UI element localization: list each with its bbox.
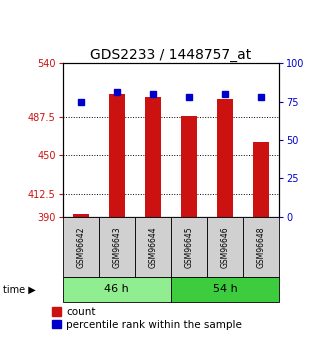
Text: GSM96645: GSM96645	[185, 226, 194, 268]
Bar	[253, 142, 269, 217]
Text: time ▶: time ▶	[3, 285, 36, 294]
FancyBboxPatch shape	[171, 277, 279, 302]
Bar	[145, 97, 161, 217]
Text: GSM96644: GSM96644	[148, 226, 157, 268]
Text: GSM96643: GSM96643	[112, 226, 121, 268]
FancyBboxPatch shape	[135, 217, 171, 277]
Title: GDS2233 / 1448757_at: GDS2233 / 1448757_at	[90, 48, 252, 62]
Text: GSM96642: GSM96642	[76, 226, 85, 268]
Text: GSM96648: GSM96648	[257, 226, 266, 268]
Text: 46 h: 46 h	[104, 285, 129, 294]
FancyBboxPatch shape	[207, 217, 243, 277]
FancyBboxPatch shape	[63, 217, 99, 277]
Legend: count, percentile rank within the sample: count, percentile rank within the sample	[52, 307, 242, 330]
FancyBboxPatch shape	[99, 217, 135, 277]
FancyBboxPatch shape	[243, 217, 279, 277]
Text: 54 h: 54 h	[213, 285, 238, 294]
Bar	[181, 116, 197, 217]
Bar	[108, 94, 125, 217]
Bar	[73, 214, 89, 217]
FancyBboxPatch shape	[63, 277, 171, 302]
FancyBboxPatch shape	[171, 217, 207, 277]
Bar	[217, 99, 233, 217]
Text: GSM96646: GSM96646	[221, 226, 230, 268]
